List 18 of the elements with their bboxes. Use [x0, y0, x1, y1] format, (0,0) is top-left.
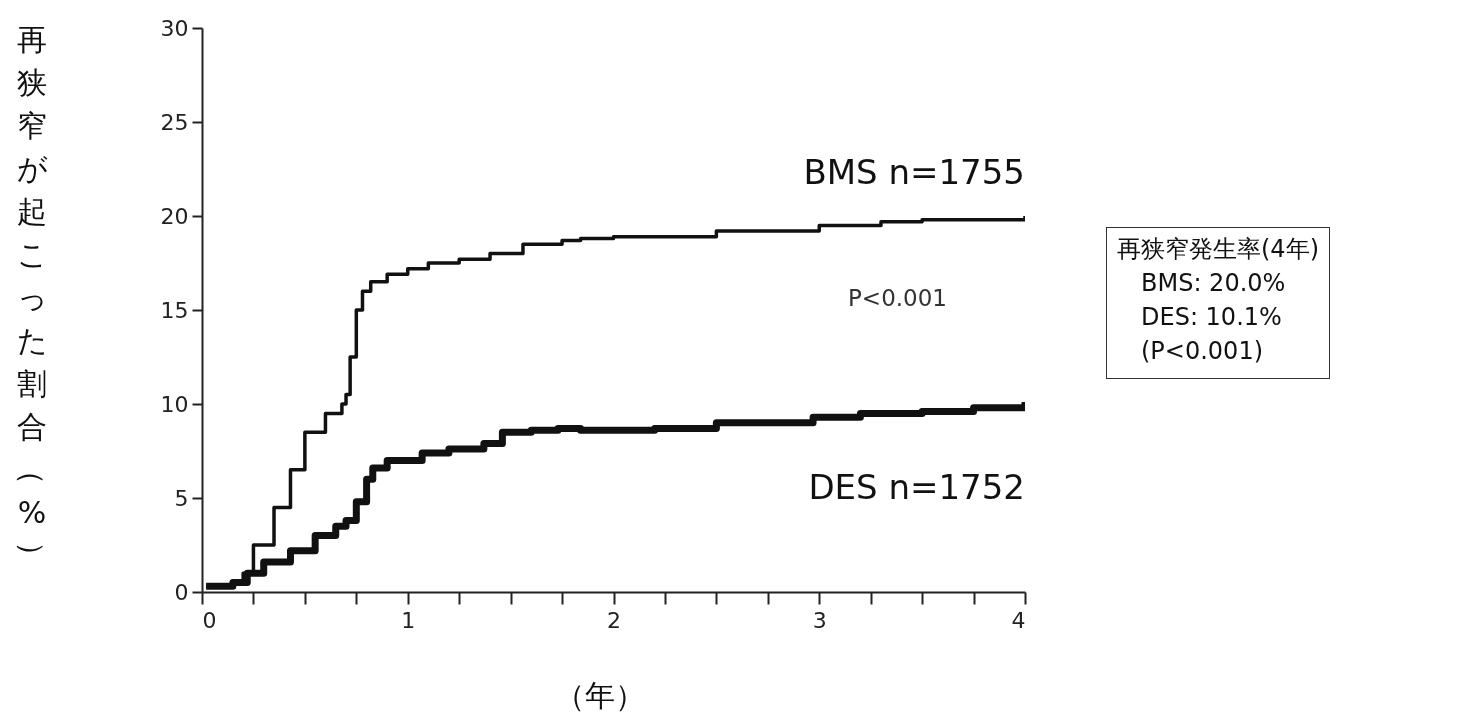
text: 再狭窄発生率(4年) BMS: 20.0% DES: 10.1% (P<0.001) [1106, 227, 1330, 379]
x-tick-label: 4 [1011, 607, 1026, 633]
y-tick-label: 10 [160, 391, 189, 417]
x-tick-label: 3 [812, 607, 827, 633]
text: 再狭窄が起こった割合（%） [14, 22, 50, 571]
y-tick-label: 20 [160, 203, 189, 229]
series-label: BMS n=1755 [803, 152, 1025, 192]
x-tick-label: 0 [202, 607, 217, 633]
y-tick-label: 0 [174, 579, 189, 605]
annotation: P<0.001 [848, 285, 947, 311]
x-axis-title: （年） [555, 677, 645, 715]
y-tick-label: 15 [160, 297, 189, 323]
x-tick-label: 2 [607, 607, 621, 633]
y-tick-label: 5 [174, 485, 189, 511]
y-tick-label: 25 [160, 109, 189, 135]
series-label: DES n=1752 [808, 467, 1025, 508]
y-tick-label: 30 [160, 15, 189, 41]
x-tick-label: 1 [401, 607, 416, 633]
